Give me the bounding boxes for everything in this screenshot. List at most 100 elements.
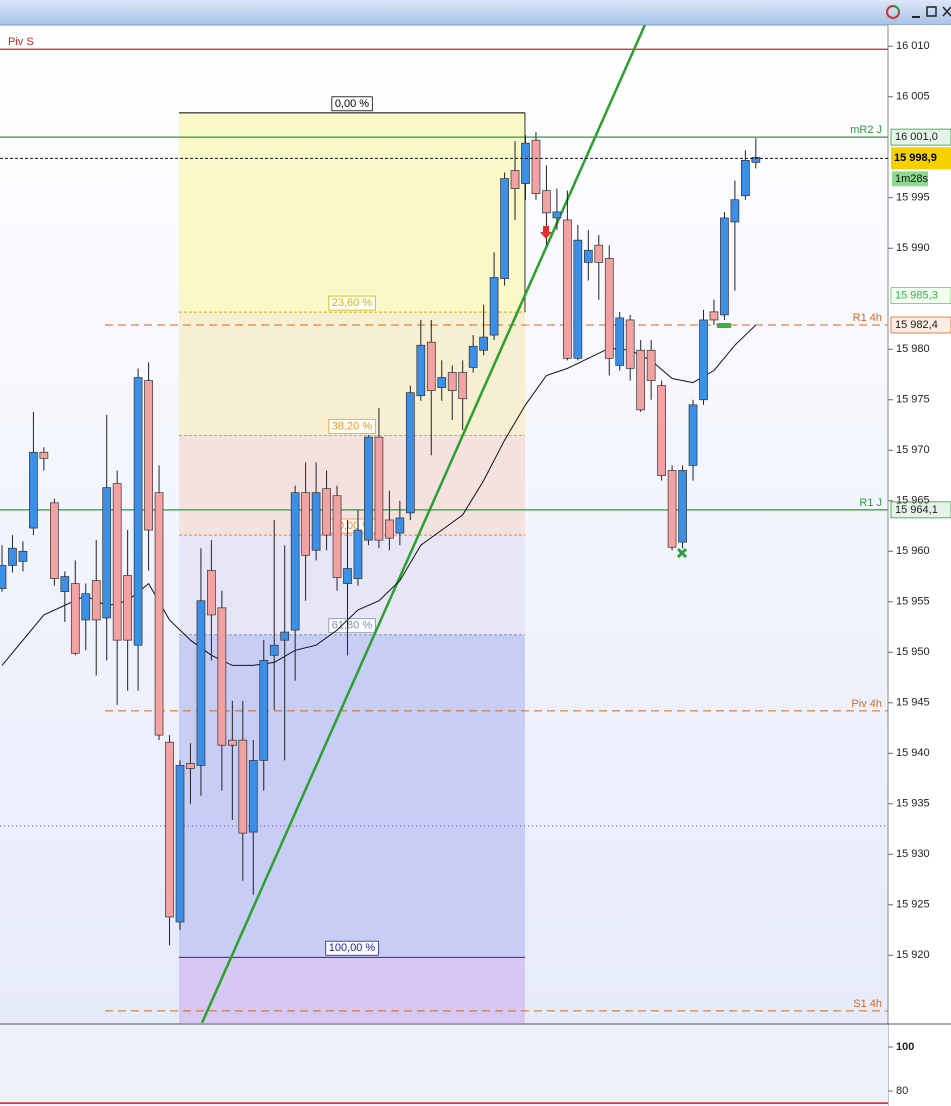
candle-body [395, 517, 405, 534]
y-tick-label: 15 935 [896, 798, 930, 810]
fib-zone [178, 634, 525, 958]
candle-body [657, 385, 666, 476]
y-tick-label: 15 930 [896, 848, 930, 860]
y-tick-label: 15 970 [896, 444, 930, 456]
window-icons[interactable] [886, 5, 951, 19]
timer-label: 1m28s [895, 173, 929, 185]
candle-body [238, 739, 248, 834]
y-tick-label: 15 945 [896, 697, 930, 709]
current-price-box [891, 147, 951, 170]
candle-body [594, 244, 604, 263]
fib-label-box [328, 618, 376, 634]
fib-level-label: 23,60 % [332, 297, 373, 309]
candle-body [0, 565, 7, 589]
candle-body [332, 495, 342, 578]
candle-body [468, 345, 478, 368]
candle-body [102, 487, 112, 619]
candle-body [437, 377, 447, 388]
candle-body [248, 760, 258, 833]
y-tick-label: 15 955 [896, 596, 930, 608]
candle-body [269, 644, 279, 656]
candle-body [70, 583, 80, 654]
candle-body [259, 660, 269, 761]
fib-zone [178, 535, 525, 635]
title-bar [0, 0, 951, 25]
y-tick-label: 15 940 [896, 747, 930, 759]
sell-signal [540, 226, 552, 239]
indicator-pane [0, 1025, 888, 1106]
candle-body [489, 277, 499, 336]
candle-body [688, 404, 698, 466]
candle-body [301, 492, 310, 556]
candle-body [604, 257, 614, 359]
candle-body [207, 570, 216, 616]
level-value-box [890, 128, 951, 146]
fib-level-label: 100,00 % [329, 942, 376, 954]
candle-body [133, 377, 143, 646]
candle-body [479, 336, 488, 351]
candle-body [29, 451, 38, 529]
candle-body [730, 199, 740, 223]
candle-body [175, 765, 185, 923]
candle-body [374, 436, 384, 541]
candle-body [8, 547, 17, 566]
candle-body [186, 763, 195, 769]
y-tick-label: 16 005 [896, 91, 930, 103]
candle-body [311, 492, 321, 551]
fib-level-label: 61,80 % [332, 620, 373, 632]
level-value-label: 16 001,0 [895, 131, 938, 143]
y-tick-label: 16 010 [896, 40, 930, 52]
buy-signal [676, 547, 688, 559]
fib-zone [178, 312, 525, 436]
refresh-icon-arc[interactable] [892, 5, 900, 13]
y-tick-label: 15 925 [896, 899, 930, 911]
candle-body [573, 239, 583, 359]
fib-zone [178, 957, 525, 1023]
candle-body [165, 741, 174, 918]
maximize-icon[interactable] [926, 6, 937, 17]
candle-body [39, 451, 49, 459]
candle-body [322, 488, 331, 536]
candle-body [385, 519, 394, 539]
level-name: R1 4h [853, 312, 882, 324]
candle-body [447, 372, 457, 392]
y-tick-label: 15 960 [896, 545, 930, 557]
candle-body [699, 319, 708, 401]
candle-body [49, 502, 59, 579]
candle-body [343, 568, 352, 584]
close-icon[interactable] [942, 6, 951, 17]
level-name: R1 J [859, 497, 882, 509]
price-axis-background [888, 25, 951, 1106]
y-tick-label: 15 965 [896, 495, 930, 507]
candle-body [416, 344, 426, 397]
candle-body [510, 170, 520, 189]
trendline [200, 25, 647, 1023]
candle-body [751, 156, 761, 163]
level-value-box [890, 501, 951, 519]
candle-body [353, 529, 363, 579]
timer-box [892, 171, 928, 187]
level-name: S1 4h [853, 998, 882, 1010]
candle-body [18, 550, 28, 562]
candle-body [583, 249, 593, 263]
candle-body [542, 190, 551, 214]
candle-body [227, 739, 237, 746]
plot-area: 0,00 % 23,60 % 38,20 % 50,00 % 61,80 % 100,00… [0, 25, 888, 1023]
candle-body [290, 492, 300, 631]
candle-body [91, 580, 101, 621]
candle-body [552, 211, 562, 219]
marker-box [890, 287, 951, 305]
signal-bar [717, 323, 731, 328]
candle-body [678, 470, 687, 543]
y-tick-label: 15 990 [896, 242, 930, 254]
candle-body [615, 317, 625, 366]
y-tick-label: 15 980 [896, 343, 930, 355]
fib-label-box [331, 96, 373, 112]
fib-zone [178, 435, 525, 536]
marker-label: 15 985,3 [895, 290, 938, 302]
candle-body [531, 139, 541, 195]
y-tick-label: 15 975 [896, 394, 930, 406]
candle-body [500, 178, 509, 279]
level-value-label: 15 964,1 [895, 504, 938, 516]
